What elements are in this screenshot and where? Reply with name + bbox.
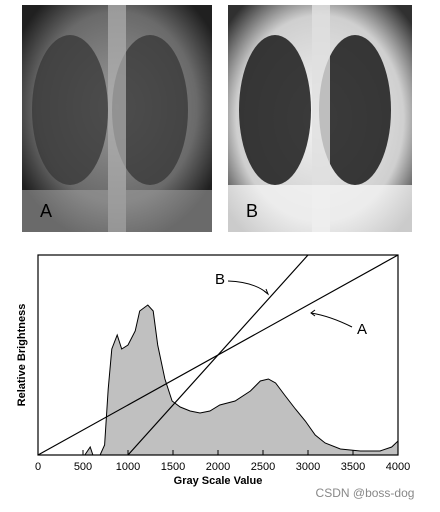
x-tick-label: 3000: [296, 461, 320, 473]
x-tick-label: 2500: [251, 461, 275, 473]
annotation-arrow: [310, 312, 353, 328]
x-tick-label: 500: [74, 461, 92, 473]
xray-a: A: [22, 5, 212, 232]
arrow-head: [263, 288, 270, 296]
panel-label: A: [40, 201, 52, 221]
x-tick-label: 2000: [206, 461, 230, 473]
histogram-area: [38, 304, 399, 456]
annotation: B: [215, 271, 225, 288]
x-tick-label: 3500: [341, 461, 365, 473]
arrow-head: [310, 309, 316, 317]
x-axis-label: Gray Scale Value: [174, 475, 263, 487]
xray-b: B: [228, 5, 412, 232]
watermark: CSDN @boss-dog: [316, 486, 415, 500]
x-tick-label: 0: [35, 461, 41, 473]
panel-label: B: [246, 201, 258, 221]
x-tick-label: 1000: [116, 461, 140, 473]
y-axis-label: Relative Brightness: [16, 304, 28, 407]
x-tick-label: 1500: [161, 461, 185, 473]
mapping-line: [127, 254, 309, 456]
annotation: A: [357, 321, 367, 338]
x-tick-label: 4000: [386, 461, 410, 473]
annotation-arrow: [227, 280, 269, 295]
